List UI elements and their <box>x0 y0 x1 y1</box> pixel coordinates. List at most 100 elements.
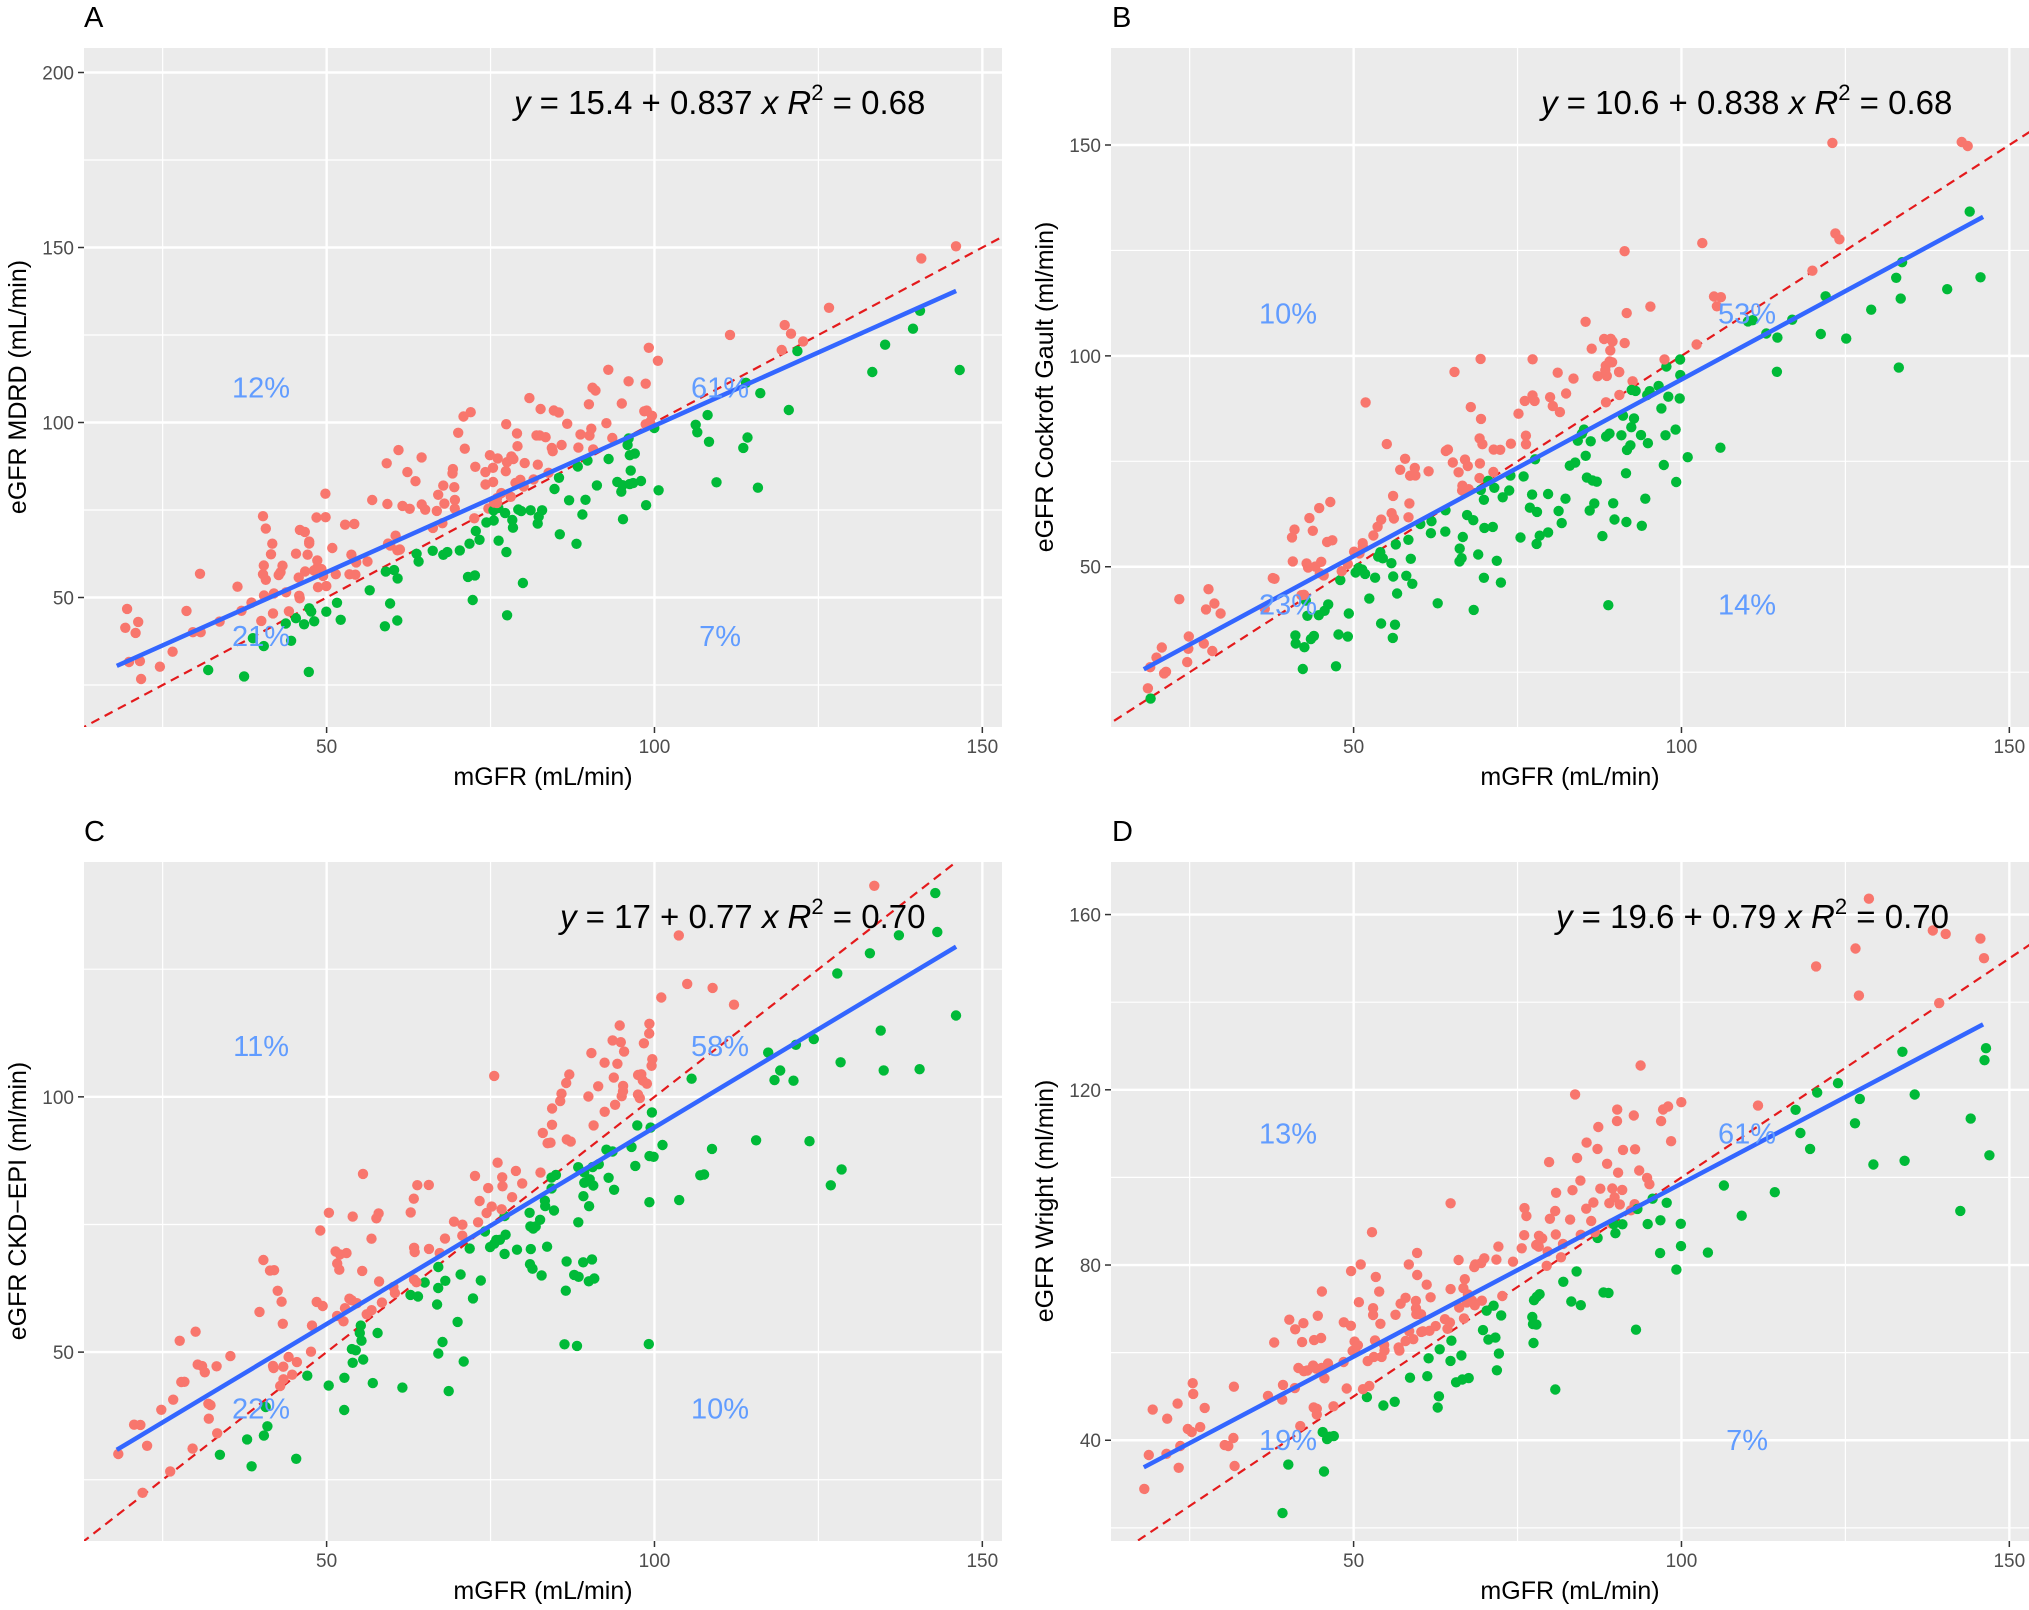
data-point-d-186 <box>1284 1314 1295 1325</box>
data-point-c-246 <box>525 1221 536 1232</box>
data-point-a-171 <box>507 514 518 526</box>
region-pct-d-1: 61% <box>1718 1119 1776 1151</box>
data-point-d-43 <box>1425 1292 1436 1303</box>
data-point-c-175 <box>561 1077 572 1089</box>
data-point-d-130 <box>1389 1396 1400 1408</box>
regression-solid-line-a <box>115 288 958 668</box>
data-point-d-140 <box>1571 1152 1583 1164</box>
data-point-a-32 <box>327 542 338 554</box>
data-point-b-167 <box>1534 530 1545 541</box>
data-point-d-102 <box>1810 961 1822 972</box>
data-point-b-255 <box>1287 556 1299 567</box>
data-point-d-213 <box>1849 1118 1861 1129</box>
data-point-d-107 <box>1671 1264 1682 1275</box>
data-point-c-29 <box>397 1382 408 1393</box>
data-point-d-237 <box>1655 1215 1666 1226</box>
x-tick-label-a-0: 50 <box>316 737 337 758</box>
data-point-c-69 <box>277 1318 288 1330</box>
data-point-b-213 <box>1489 482 1500 493</box>
x-tick-label-c-0: 50 <box>316 1551 337 1572</box>
points-c <box>113 880 962 1499</box>
eq-intercept-c: 17 <box>614 898 651 935</box>
data-point-b-45 <box>1314 502 1325 514</box>
data-point-a-68 <box>535 403 546 415</box>
data-point-b-153 <box>1333 629 1344 640</box>
data-point-c-218 <box>556 1088 567 1099</box>
data-point-c-249 <box>875 1025 886 1036</box>
data-point-c-35 <box>357 1265 368 1277</box>
data-point-d-65 <box>1980 1043 1992 1054</box>
data-point-d-225 <box>1393 1342 1404 1353</box>
data-point-b-42 <box>1290 630 1301 641</box>
y-tick-label-a-1: 100 <box>42 414 74 435</box>
data-point-d-259 <box>1491 1254 1502 1265</box>
data-point-b-193 <box>1544 392 1556 403</box>
data-point-b-159 <box>1542 527 1554 538</box>
panel-a: A 50 100 150 50 100 150 200 12% 61% 21% 7% y = 15… <box>4 2 1002 791</box>
data-point-d-161 <box>1804 1143 1816 1155</box>
data-point-a-143 <box>553 472 565 483</box>
data-point-c-243 <box>135 1419 146 1431</box>
data-point-b-93 <box>1368 530 1379 541</box>
data-point-a-214 <box>267 608 279 619</box>
data-point-c-139 <box>497 1181 508 1192</box>
data-point-c-116 <box>588 1120 599 1131</box>
data-point-d-165 <box>1897 1046 1908 1058</box>
data-point-c-201 <box>350 1345 361 1356</box>
data-point-c-148 <box>168 1394 179 1405</box>
data-point-c-94 <box>950 1010 962 1021</box>
data-point-b-56 <box>1636 520 1648 531</box>
data-point-a-153 <box>154 661 166 672</box>
data-point-c-240 <box>268 1265 280 1276</box>
data-point-d-195 <box>1317 1426 1328 1438</box>
data-point-a-41 <box>388 564 400 576</box>
data-point-d-93 <box>1614 1199 1626 1210</box>
data-point-b-214 <box>1453 467 1464 478</box>
data-point-b-63 <box>1403 534 1414 545</box>
data-point-b-24 <box>1841 333 1852 344</box>
data-point-a-208 <box>575 429 586 440</box>
data-point-d-254 <box>1850 943 1861 954</box>
data-point-d-71 <box>1940 928 1951 940</box>
data-point-a-1 <box>467 594 478 606</box>
data-point-d-222 <box>1445 1355 1456 1367</box>
data-point-b-242 <box>1674 393 1685 404</box>
data-point-c-194 <box>347 1211 358 1222</box>
data-point-b-192 <box>1307 525 1319 536</box>
data-point-a-69 <box>524 392 535 404</box>
equation-b: y = 10.6 + 0.838 x R2 = 0.68 <box>1539 80 1952 121</box>
y-tick-label-d-3: 160 <box>1069 906 1101 927</box>
data-point-d-58 <box>1617 1144 1629 1156</box>
data-point-b-49 <box>1697 237 1708 249</box>
data-point-a-71 <box>480 466 491 478</box>
data-point-a-94 <box>724 329 736 341</box>
region-pct-b-0: 10% <box>1259 299 1317 331</box>
data-point-a-65 <box>547 446 558 457</box>
data-point-a-136 <box>167 646 178 657</box>
data-point-c-56 <box>546 1103 558 1114</box>
data-point-d-19 <box>1341 1383 1352 1394</box>
data-point-a-156 <box>484 450 496 461</box>
data-point-b-183 <box>1659 354 1670 365</box>
data-point-b-160 <box>1524 502 1536 513</box>
data-point-c-221 <box>366 1233 377 1244</box>
data-point-b-59 <box>1603 600 1614 611</box>
data-point-a-74 <box>553 407 564 418</box>
data-point-d-6 <box>1676 1097 1687 1108</box>
data-point-b-215 <box>1556 517 1567 529</box>
data-point-a-145 <box>303 666 314 678</box>
data-point-b-29 <box>1866 304 1877 315</box>
data-point-b-34 <box>1560 493 1571 504</box>
data-point-a-241 <box>442 546 453 558</box>
data-point-d-145 <box>1790 1104 1801 1116</box>
data-point-a-76 <box>247 633 259 644</box>
data-point-a-149 <box>290 613 302 624</box>
data-point-a-193 <box>273 569 284 581</box>
eq-r2-label-a: R <box>787 84 811 121</box>
data-point-b-102 <box>1691 339 1702 350</box>
data-point-c-162 <box>283 1351 294 1363</box>
data-point-c-228 <box>682 978 693 990</box>
eq-r2-exp-c: 2 <box>811 894 823 919</box>
x-tick-label-d-1: 100 <box>1666 1551 1698 1572</box>
data-point-d-75 <box>1269 1337 1280 1348</box>
